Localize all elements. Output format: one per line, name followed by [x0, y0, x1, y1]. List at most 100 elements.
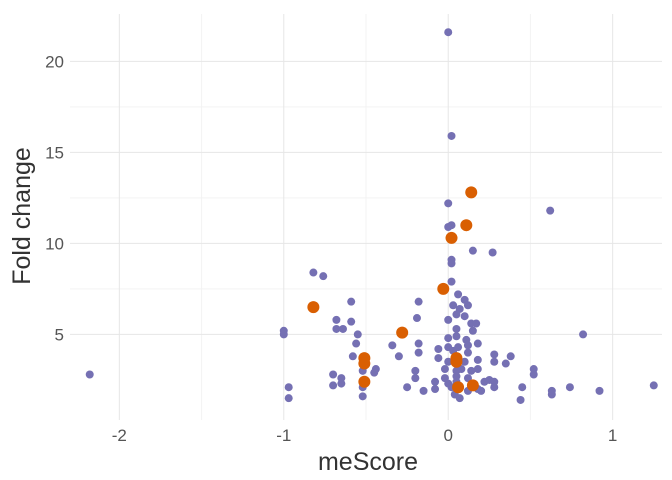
data-point-purple — [444, 28, 453, 37]
data-point-purple — [444, 357, 453, 366]
x-tick-label: -1 — [276, 426, 291, 445]
grid — [70, 14, 662, 420]
data-point-purple — [501, 359, 510, 368]
data-point-purple — [337, 379, 346, 388]
data-point-purple — [463, 348, 472, 357]
data-point-purple — [518, 383, 527, 392]
data-point-purple — [411, 366, 420, 375]
data-point-purple — [444, 334, 453, 343]
data-point-purple — [454, 290, 463, 299]
data-point-orange — [452, 381, 465, 394]
data-point-purple — [279, 330, 288, 339]
data-point-purple — [457, 365, 466, 374]
data-point-purple — [431, 385, 440, 394]
data-point-orange — [437, 282, 450, 295]
data-point-purple — [447, 131, 456, 140]
data-point-purple — [452, 332, 461, 341]
data-point-purple — [347, 317, 356, 326]
x-tick-label: 1 — [608, 426, 617, 445]
data-point-purple — [488, 248, 497, 257]
data-point-purple — [463, 374, 472, 383]
data-point-purple — [452, 310, 461, 319]
data-point-orange — [466, 379, 479, 392]
data-point-purple — [348, 352, 357, 361]
data-point-purple — [353, 330, 362, 339]
data-point-purple — [649, 381, 658, 390]
data-point-purple — [358, 392, 367, 401]
data-point-purple — [332, 324, 341, 333]
data-point-purple — [319, 272, 328, 281]
data-point-purple — [454, 343, 463, 352]
data-point-purple — [329, 381, 338, 390]
data-point-purple — [85, 370, 94, 379]
data-point-purple — [467, 366, 476, 375]
data-point-purple — [444, 223, 453, 232]
data-point-orange — [358, 375, 371, 388]
data-point-purple — [394, 352, 403, 361]
data-point-purple — [447, 277, 456, 286]
data-point-purple — [473, 355, 482, 364]
data-point-purple — [419, 386, 428, 395]
data-point-orange — [450, 355, 463, 368]
data-point-purple — [449, 301, 458, 310]
data-point-purple — [490, 350, 499, 359]
data-points — [85, 28, 658, 404]
data-point-purple — [460, 312, 469, 321]
data-point-purple — [595, 386, 604, 395]
data-point-purple — [547, 390, 556, 399]
x-axis-title: meScore — [318, 448, 418, 476]
data-point-purple — [444, 199, 453, 208]
data-point-orange — [465, 186, 478, 199]
data-point-orange — [396, 326, 409, 339]
data-point-purple — [332, 315, 341, 324]
data-point-orange — [358, 357, 371, 370]
data-point-purple — [452, 324, 461, 333]
data-point-purple — [468, 326, 477, 335]
data-point-purple — [490, 357, 499, 366]
data-point-purple — [411, 374, 420, 383]
data-point-purple — [370, 368, 379, 377]
data-point-purple — [431, 377, 440, 386]
y-tick-label: 15 — [45, 143, 64, 162]
y-tick-labels: 5 10 15 20 — [45, 52, 64, 344]
data-point-purple — [414, 339, 423, 348]
data-point-purple — [473, 339, 482, 348]
data-point-purple — [388, 341, 397, 350]
x-tick-label: 0 — [443, 426, 452, 445]
data-point-purple — [329, 370, 338, 379]
data-point-purple — [473, 365, 482, 374]
data-point-purple — [460, 357, 469, 366]
data-point-orange — [445, 231, 458, 244]
data-point-orange — [307, 301, 320, 314]
data-point-purple — [414, 348, 423, 357]
data-point-purple — [490, 383, 499, 392]
x-tick-labels: -2 -1 0 1 — [112, 426, 618, 445]
data-point-purple — [403, 383, 412, 392]
data-point-purple — [579, 330, 588, 339]
data-point-purple — [468, 246, 477, 255]
data-point-purple — [529, 370, 538, 379]
data-point-purple — [412, 314, 421, 323]
data-point-purple — [352, 339, 361, 348]
y-tick-label: 10 — [45, 234, 64, 253]
data-point-purple — [338, 324, 347, 333]
data-point-purple — [284, 383, 293, 392]
data-point-purple — [309, 268, 318, 277]
data-point-purple — [506, 352, 515, 361]
data-point-purple — [463, 341, 472, 350]
data-point-purple — [477, 386, 486, 395]
data-point-purple — [472, 319, 481, 328]
data-point-purple — [463, 301, 472, 310]
x-tick-label: -2 — [112, 426, 127, 445]
data-point-purple — [440, 365, 449, 374]
data-point-purple — [434, 354, 443, 363]
data-point-purple — [516, 395, 525, 404]
data-point-purple — [455, 394, 464, 403]
y-axis-title: Fold change — [8, 147, 36, 285]
data-point-purple — [444, 315, 453, 324]
data-point-purple — [414, 297, 423, 306]
data-point-purple — [546, 206, 555, 215]
data-point-purple — [284, 394, 293, 403]
data-point-purple — [565, 383, 574, 392]
